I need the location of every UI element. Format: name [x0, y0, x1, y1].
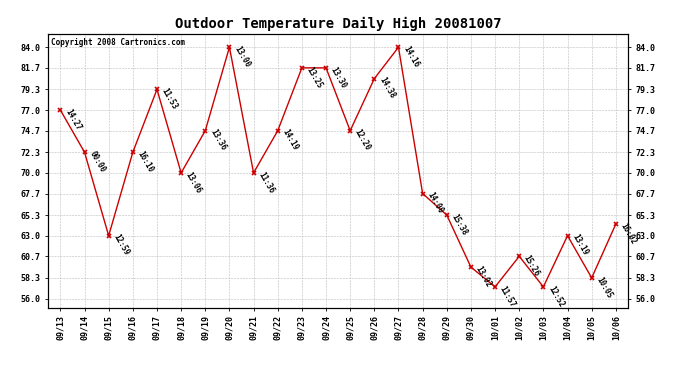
Text: 13:25: 13:25 — [305, 65, 324, 90]
Text: 14:00: 14:00 — [426, 191, 445, 215]
Text: 16:02: 16:02 — [619, 221, 638, 246]
Text: 12:20: 12:20 — [353, 128, 373, 152]
Text: 11:57: 11:57 — [498, 284, 518, 309]
Text: 13:06: 13:06 — [184, 170, 204, 195]
Text: 14:27: 14:27 — [63, 107, 83, 132]
Text: Copyright 2008 Cartronics.com: Copyright 2008 Cartronics.com — [51, 38, 186, 47]
Text: 12:59: 12:59 — [112, 233, 131, 258]
Text: 13:30: 13:30 — [329, 65, 348, 90]
Text: 13:19: 13:19 — [571, 233, 590, 258]
Text: 14:19: 14:19 — [281, 128, 300, 152]
Text: 13:36: 13:36 — [208, 128, 228, 152]
Text: 15:26: 15:26 — [522, 254, 542, 278]
Text: 14:16: 14:16 — [402, 44, 421, 69]
Title: Outdoor Temperature Daily High 20081007: Outdoor Temperature Daily High 20081007 — [175, 17, 502, 31]
Text: 00:00: 00:00 — [88, 150, 107, 174]
Text: 10:05: 10:05 — [595, 275, 614, 300]
Text: 11:36: 11:36 — [257, 170, 276, 195]
Text: 14:38: 14:38 — [377, 76, 397, 100]
Text: 15:38: 15:38 — [450, 212, 469, 237]
Text: 11:53: 11:53 — [160, 87, 179, 111]
Text: 13:00: 13:00 — [233, 44, 252, 69]
Text: 16:10: 16:10 — [136, 150, 155, 174]
Text: 13:02: 13:02 — [474, 264, 493, 289]
Text: 12:52: 12:52 — [546, 284, 566, 309]
